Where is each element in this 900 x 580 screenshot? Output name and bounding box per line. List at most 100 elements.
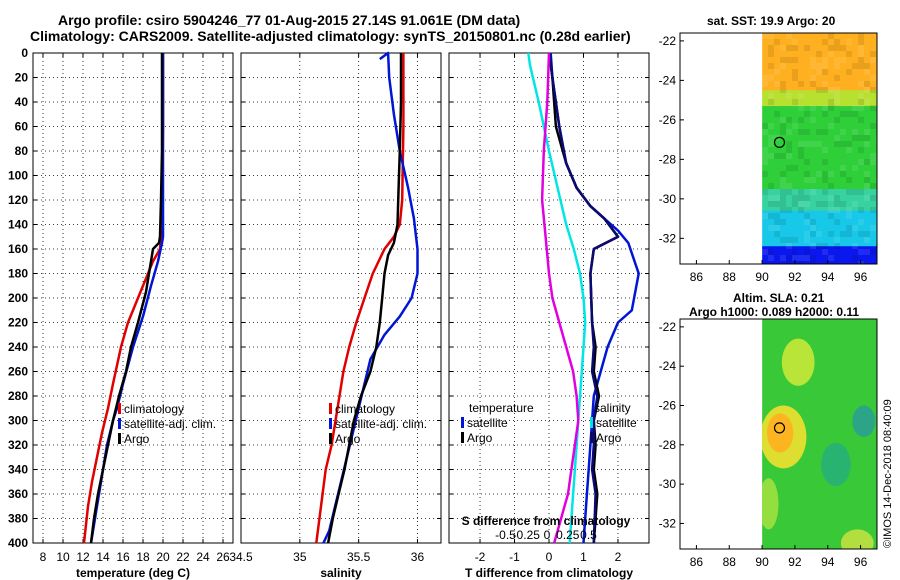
- sst-pixel: [768, 195, 775, 201]
- sst-pixel: [816, 69, 823, 75]
- sst-band: [762, 210, 877, 247]
- sst-pixel: [768, 135, 775, 141]
- sla-anomaly: [821, 442, 851, 487]
- sst-pixel: [804, 45, 811, 51]
- sst-pixel: [786, 237, 793, 243]
- sst-pixel: [864, 231, 871, 237]
- sst-pixel: [774, 201, 781, 207]
- sst-pixel: [792, 195, 799, 201]
- temperature-panel: 0 20 40 60 80 100 120 140 160 180 200 220 240 260 280 3…: [8, 46, 234, 580]
- sst-pixel: [780, 81, 787, 87]
- sst-pixel: [768, 255, 775, 261]
- legend-label: satellite: [467, 416, 508, 430]
- series-line-climatology: [82, 53, 165, 544]
- sst-pixel: [816, 243, 823, 249]
- sst-pixel: [786, 153, 793, 159]
- legend-label: satellite-adj. clim.: [335, 417, 427, 431]
- sst-pixel: [822, 129, 829, 135]
- sst-pixel: [858, 207, 865, 213]
- sst-pixel: [828, 171, 835, 177]
- x-tick-label: 12: [76, 550, 90, 564]
- sst-pixel: [786, 183, 793, 189]
- y-tick-label: 220: [8, 316, 28, 330]
- sst-pixel: [828, 183, 835, 189]
- sst-pixel: [780, 45, 787, 51]
- y-tick-label: 120: [8, 193, 28, 207]
- sst-pixel: [804, 249, 811, 255]
- sst-pixel: [804, 255, 811, 261]
- map-x-tick-label: 86: [690, 555, 704, 569]
- sst-pixel: [768, 45, 775, 51]
- sst-band: [762, 188, 877, 212]
- sst-pixel: [858, 33, 865, 39]
- sst-pixel: [774, 69, 781, 75]
- sst-pixel: [822, 147, 829, 153]
- sla_map-panel: 86 88 90 92 94 96 -22 -24 -26 -28 -30 -32: [659, 318, 878, 569]
- sst-pixel: [762, 159, 769, 165]
- sst-pixel: [852, 165, 859, 171]
- sst-pixel: [804, 159, 811, 165]
- sst-pixel: [798, 153, 805, 159]
- sst-pixel: [792, 201, 799, 207]
- sst-pixel: [768, 141, 775, 147]
- sst-pixel: [858, 81, 865, 87]
- sst-pixel: [852, 243, 859, 249]
- map-y-tick-label: -24: [659, 73, 677, 87]
- sst-pixel: [822, 249, 829, 255]
- legend-swatch: [590, 432, 593, 443]
- sst-pixel: [870, 57, 877, 63]
- s-tick-label: -0.5: [495, 528, 516, 542]
- sst-pixel: [822, 189, 829, 195]
- sst-pixel: [864, 249, 871, 255]
- x-tick-label: 35.5: [347, 550, 371, 564]
- sst-pixel: [870, 195, 877, 201]
- sst-pixel: [822, 159, 829, 165]
- sst-pixel: [804, 171, 811, 177]
- map-frame: [679, 318, 878, 550]
- sst-pixel: [762, 171, 769, 177]
- map-x-tick-label: 96: [854, 555, 868, 569]
- figure-title-line2: Climatology: CARS2009. Satellite-adjuste…: [30, 28, 631, 44]
- sst-pixel: [846, 69, 853, 75]
- series-line-climatology: [315, 53, 405, 544]
- sst-pixel: [816, 201, 823, 207]
- sst-pixel: [798, 105, 805, 111]
- sst-pixel: [804, 201, 811, 207]
- sst-pixel: [870, 51, 877, 57]
- legend-title-salinity: salinity: [594, 401, 631, 415]
- sst-pixel: [762, 129, 769, 135]
- sst-pixel: [792, 75, 799, 81]
- sla-anomaly: [781, 338, 815, 386]
- x-tick-label: 14: [96, 550, 110, 564]
- sst-pixel: [864, 141, 871, 147]
- x-tick-label: 18: [136, 550, 150, 564]
- y-tick-label: 20: [15, 71, 29, 85]
- sst-pixel: [840, 141, 847, 147]
- sst-pixel: [798, 261, 805, 264]
- legend-label: Argo: [467, 431, 493, 445]
- sst-pixel: [762, 189, 769, 195]
- sst-pixel: [792, 255, 799, 261]
- sst-pixel: [804, 129, 811, 135]
- series-line-t-climatology-diff: [540, 52, 580, 544]
- argo-position-marker: [773, 136, 786, 148]
- sst-pixel: [858, 57, 865, 63]
- y-tick-label: 400: [8, 536, 28, 550]
- legend-swatch: [329, 403, 332, 414]
- sst-pixel: [780, 123, 787, 129]
- sst-pixel: [780, 207, 787, 213]
- figure-title-line1: Argo profile: csiro 5904246_77 01-Aug-20…: [58, 12, 521, 28]
- sst-pixel: [774, 225, 781, 231]
- sst-pixel: [870, 183, 877, 189]
- sst-pixel: [780, 237, 787, 243]
- map-x-tick-label: 94: [821, 555, 835, 569]
- sst-pixel: [786, 165, 793, 171]
- sst-band: [762, 33, 877, 91]
- sst-pixel: [798, 147, 805, 153]
- sst-pixel: [864, 63, 871, 69]
- sst-pixel: [780, 129, 787, 135]
- sst-pixel: [780, 171, 787, 177]
- sst-pixel: [762, 213, 769, 219]
- sst-pixel: [762, 75, 769, 81]
